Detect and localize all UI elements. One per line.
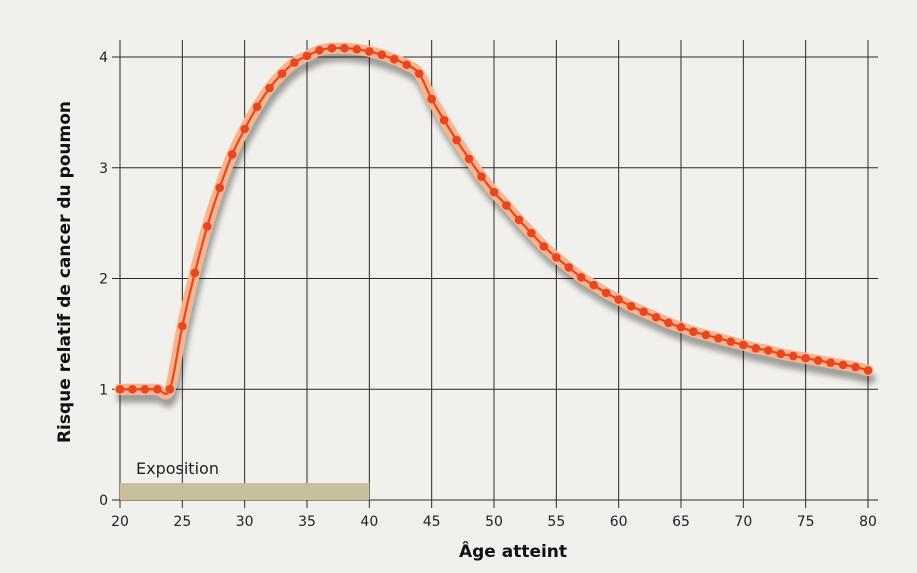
data-point-29 [227, 150, 237, 159]
data-point-49 [477, 172, 486, 181]
data-point-65 [676, 322, 686, 332]
data-point-25 [178, 321, 187, 331]
data-point-20 [115, 384, 125, 394]
data-point-61 [626, 301, 636, 311]
data-point-56 [564, 263, 574, 272]
data-point-32 [265, 83, 274, 93]
data-point-73 [776, 349, 786, 359]
x-tick-label-55: 55 [547, 514, 565, 530]
data-point-28 [215, 183, 225, 192]
data-point-36 [315, 46, 324, 55]
data-point-77 [826, 358, 835, 367]
y-tick-label-0: 0 [99, 493, 108, 509]
x-tick-label-35: 35 [298, 514, 316, 530]
data-point-43 [402, 60, 412, 70]
data-point-45 [427, 94, 436, 104]
data-point-68 [714, 334, 723, 343]
y-tick-label-3: 3 [99, 161, 108, 177]
data-point-47 [452, 135, 461, 145]
data-point-23 [153, 384, 162, 394]
x-tick-label-40: 40 [360, 514, 378, 530]
data-point-37 [327, 43, 337, 53]
x-tick-label-80: 80 [859, 514, 877, 530]
data-point-64 [664, 318, 673, 328]
data-point-48 [464, 154, 474, 164]
x-tick-label-70: 70 [734, 514, 752, 530]
data-point-58 [589, 280, 599, 290]
x-tick-label-25: 25 [173, 514, 191, 530]
data-point-40 [365, 47, 374, 56]
data-point-59 [601, 288, 611, 298]
data-point-67 [701, 330, 711, 340]
data-point-42 [389, 54, 399, 64]
data-point-41 [377, 50, 387, 60]
data-point-34 [290, 58, 299, 67]
y-tick-label-4: 4 [99, 50, 108, 66]
data-point-39 [352, 44, 362, 54]
data-point-33 [277, 69, 287, 78]
data-point-57 [576, 273, 586, 282]
data-point-60 [614, 295, 623, 304]
data-point-54 [539, 242, 549, 251]
tick-labels: 20 25 30 35 40 45 50 55 60 65 70 75 80 0 1 2 3 4 [99, 50, 877, 530]
data-point-63 [651, 312, 661, 322]
data-point-69 [726, 337, 736, 346]
x-tick-label-75: 75 [797, 514, 815, 530]
data-point-52 [514, 215, 524, 225]
y-tick-label-2: 2 [99, 272, 108, 288]
data-point-66 [689, 327, 698, 336]
x-tick-label-65: 65 [672, 514, 690, 530]
data-point-72 [763, 346, 773, 355]
x-axis-title: Âge atteint [459, 540, 567, 562]
exposure-bar-group: Exposition [120, 459, 370, 500]
data-point-75 [801, 353, 810, 363]
data-point-51 [502, 201, 511, 210]
series-group [114, 42, 874, 400]
x-tick-label-50: 50 [485, 514, 503, 530]
data-point-44 [414, 69, 424, 78]
y-tick-label-1: 1 [99, 382, 108, 398]
data-point-53 [527, 228, 536, 238]
data-point-22 [140, 384, 150, 394]
data-point-21 [128, 384, 137, 394]
data-point-62 [639, 307, 648, 317]
exposure-bar [120, 483, 370, 500]
data-point-79 [851, 362, 860, 372]
data-point-35 [302, 51, 312, 61]
data-point-31 [252, 102, 262, 112]
data-point-78 [838, 360, 848, 370]
y-axis-title: Risque relatif de cancer du poumon [55, 101, 75, 443]
x-tick-label-20: 20 [111, 514, 129, 530]
data-point-24 [165, 384, 175, 394]
x-tick-label-60: 60 [610, 514, 628, 530]
data-point-71 [751, 343, 761, 353]
data-point-26 [190, 268, 200, 278]
x-tick-label-30: 30 [236, 514, 254, 530]
data-point-74 [788, 351, 798, 361]
data-point-80 [863, 366, 873, 375]
data-point-30 [240, 124, 249, 134]
data-point-27 [202, 222, 212, 231]
data-point-76 [813, 356, 823, 365]
data-point-46 [439, 115, 449, 125]
x-tick-label-45: 45 [423, 514, 441, 530]
data-point-70 [739, 340, 748, 350]
data-point-50 [489, 187, 499, 197]
data-point-38 [340, 43, 349, 53]
data-point-55 [552, 253, 561, 262]
exposure-label: Exposition [136, 459, 219, 478]
